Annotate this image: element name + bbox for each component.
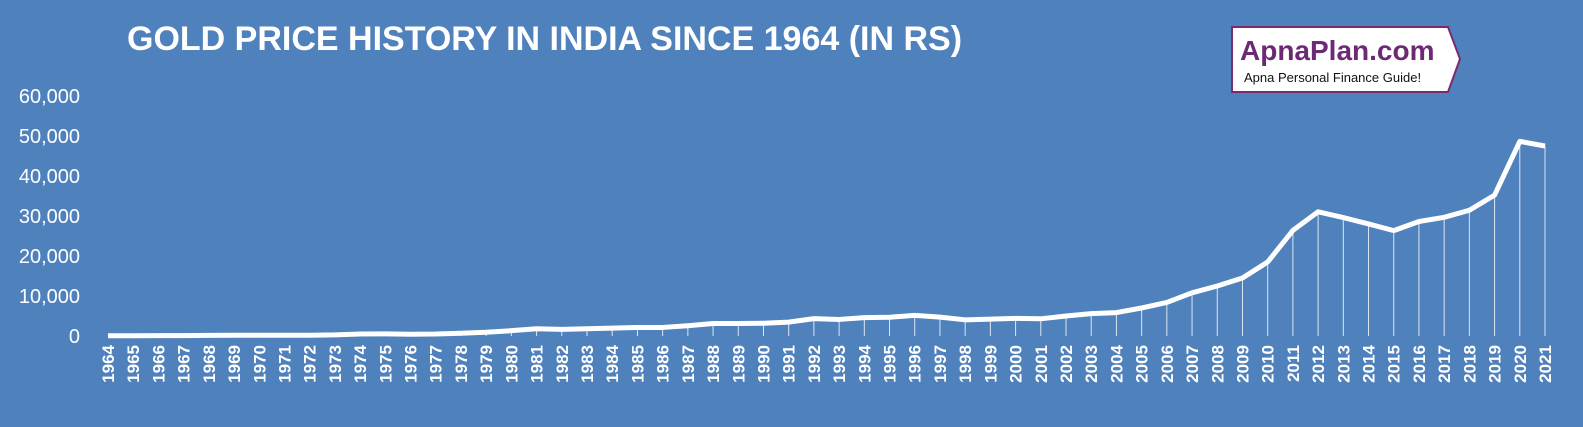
x-tick-label: 1974 [351,344,370,382]
x-tick-label: 1982 [553,345,572,383]
x-tick-label: 1973 [326,345,345,383]
logo: ApnaPlan.com Apna Personal Finance Guide… [1231,26,1462,93]
x-tick-label: 2021 [1536,345,1555,383]
x-tick-label: 2004 [1107,344,1126,382]
x-tick-label: 1975 [376,345,395,383]
x-tick-label: 2012 [1309,345,1328,383]
x-tick-label: 1990 [754,345,773,383]
x-tick-label: 2013 [1334,345,1353,383]
x-tick-label: 2006 [1158,345,1177,383]
y-tick-label: 10,000 [19,286,80,308]
x-tick-label: 1998 [956,345,975,383]
x-tick-label: 1997 [931,345,950,383]
x-tick-label: 2007 [1183,345,1202,383]
y-tick-label: 0 [69,326,80,348]
x-tick-label: 2018 [1460,345,1479,383]
x-tick-label: 2010 [1259,345,1278,383]
x-tick-label: 1972 [301,345,320,383]
y-tick-label: 30,000 [19,206,80,228]
x-tick-label: 2003 [1082,345,1101,383]
price-line [107,138,1546,339]
x-tick-label: 1986 [654,345,673,383]
x-tick-label: 1995 [881,345,900,383]
x-tick-label: 2017 [1435,345,1454,383]
y-tick-label: 20,000 [19,246,80,268]
logo-name: ApnaPlan.com [1240,35,1434,66]
x-tick-label: 2020 [1511,345,1530,383]
x-tick-label: 1966 [149,345,168,383]
x-tick-label: 1964 [99,344,118,382]
x-tick-label: 1985 [628,345,647,383]
x-tick-label: 1967 [175,345,194,383]
x-tick-label: 2019 [1486,345,1505,383]
x-tick-label: 1981 [528,345,547,383]
x-tick-label: 1992 [805,345,824,383]
x-tick-label: 2011 [1284,345,1303,382]
x-tick-label: 1984 [603,344,622,382]
x-tick-label: 1993 [830,345,849,383]
x-tick-label: 2014 [1360,344,1379,382]
x-tick-label: 2015 [1385,345,1404,383]
x-tick-label: 1991 [780,345,799,383]
x-tick-label: 1978 [452,345,471,383]
x-tick-label: 1996 [906,345,925,383]
x-tick-label: 1969 [225,345,244,383]
x-tick-label: 1968 [200,345,219,383]
y-tick-label: 40,000 [19,166,80,188]
x-tick-label: 1999 [981,345,1000,383]
x-tick-label: 1965 [124,345,143,383]
x-tick-label: 1983 [578,345,597,383]
x-tick-label: 1989 [729,345,748,383]
x-tick-label: 2016 [1410,345,1429,383]
x-tick-label: 1994 [855,344,874,382]
x-tick-label: 1988 [704,345,723,383]
logo-tagline: Apna Personal Finance Guide! [1244,70,1421,85]
x-tick-label: 1987 [679,345,698,383]
x-tick-label: 2008 [1208,345,1227,383]
chart-title: GOLD PRICE HISTORY IN INDIA SINCE 1964 (… [127,20,962,58]
x-tick-label: 1976 [402,345,421,383]
x-tick-label: 1970 [250,345,269,383]
logo-box [1231,26,1462,93]
y-tick-label: 50,000 [19,126,80,148]
x-tick-label: 2000 [1007,345,1026,383]
x-tick-label: 2005 [1133,345,1152,383]
x-tick-label: 1979 [477,345,496,383]
x-tick-label: 2009 [1233,345,1252,383]
x-tick-label: 2002 [1057,345,1076,383]
y-tick-label: 60,000 [19,86,80,108]
x-tick-label: 1977 [427,345,446,383]
x-tick-label: 1971 [275,345,294,383]
x-tick-label: 2001 [1032,345,1051,383]
x-tick-label: 1980 [502,345,521,383]
